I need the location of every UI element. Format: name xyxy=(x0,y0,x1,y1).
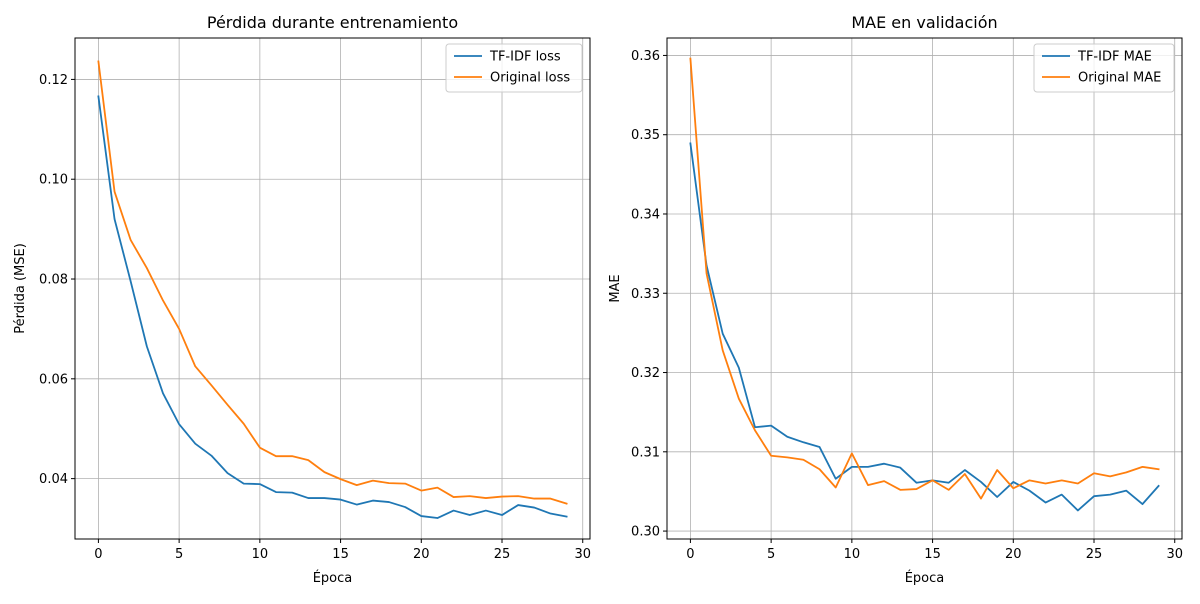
y-axis-label: MAE xyxy=(608,274,623,302)
chart-title: Pérdida durante entrenamiento xyxy=(207,13,458,32)
legend-label-2: Original loss xyxy=(490,71,570,86)
x-tick-label: 10 xyxy=(844,547,861,562)
x-tick-label: 20 xyxy=(413,547,430,562)
y-tick-label: 0.10 xyxy=(39,173,68,188)
y-tick-label: 0.04 xyxy=(39,472,68,487)
x-tick-label: 0 xyxy=(686,547,694,562)
y-tick-label: 0.34 xyxy=(631,207,660,222)
series-line-1 xyxy=(689,142,1160,512)
plot-frame xyxy=(74,37,591,540)
x-tick-label: 15 xyxy=(332,547,349,562)
series-line-2 xyxy=(689,57,1160,500)
x-tick-label: 15 xyxy=(924,547,941,562)
y-tick-label: 0.08 xyxy=(39,273,68,288)
legend: TF-IDF MAE Original MAE xyxy=(1033,43,1175,93)
y-tick-label: 0.31 xyxy=(631,445,660,460)
y-tick-label: 0.30 xyxy=(631,525,660,540)
x-tick-label: 5 xyxy=(767,547,775,562)
series-line-2 xyxy=(97,60,568,505)
y-tick-label: 0.06 xyxy=(39,372,68,387)
y-tick-label: 0.12 xyxy=(39,73,68,88)
x-axis-label: Época xyxy=(905,570,945,586)
legend-label-1: TF-IDF MAE xyxy=(1077,50,1152,65)
legend: TF-IDF loss Original loss xyxy=(445,43,583,93)
x-tick-label: 25 xyxy=(1086,547,1103,562)
x-tick-label: 30 xyxy=(1166,547,1183,562)
chart-title: MAE en validación xyxy=(851,13,997,32)
x-tick-label: 5 xyxy=(175,547,183,562)
x-tick-label: 0 xyxy=(94,547,102,562)
x-tick-label: 10 xyxy=(252,547,269,562)
y-tick-label: 0.35 xyxy=(631,128,660,143)
y-tick-label: 0.33 xyxy=(631,287,660,302)
legend-label-2: Original MAE xyxy=(1078,71,1161,86)
x-tick-label: 25 xyxy=(494,547,511,562)
chart-panel-2: 0 5 10 15 20 25 30 0.30 0.31 0.32 0.33 0.34 0.35 0.36… xyxy=(608,13,1183,586)
legend-label-1: TF-IDF loss xyxy=(489,50,561,65)
plot-frame xyxy=(666,37,1183,540)
x-tick-label: 30 xyxy=(574,547,591,562)
x-tick-label: 20 xyxy=(1005,547,1022,562)
y-axis-label: Pérdida (MSE) xyxy=(13,243,28,334)
series-line-1 xyxy=(97,95,568,519)
y-tick-label: 0.32 xyxy=(631,366,660,381)
chart-panel-1: 0 5 10 15 20 25 30 0.04 0.06 0.08 0.10 0.12 Pérdida … xyxy=(13,13,591,586)
x-axis-label: Época xyxy=(313,570,353,586)
y-tick-label: 0.36 xyxy=(631,49,660,64)
